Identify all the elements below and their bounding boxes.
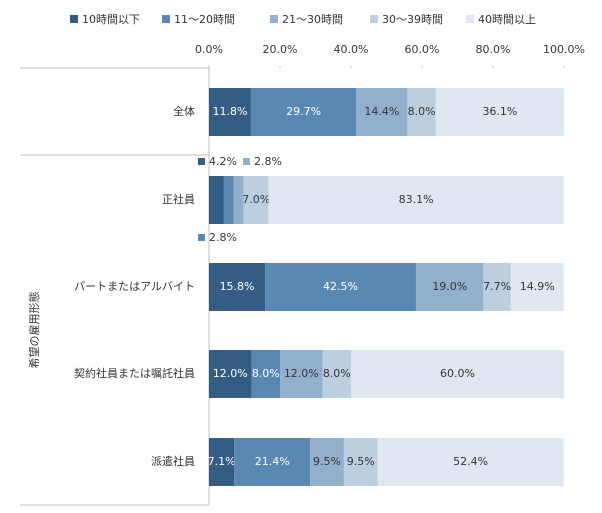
bar-segment xyxy=(250,88,357,136)
legend-marker xyxy=(162,15,170,23)
bar-segment xyxy=(377,438,564,486)
bar-segment xyxy=(243,176,269,224)
value-label: 29.7% xyxy=(286,105,321,118)
value-label: 8.0% xyxy=(323,367,351,380)
category-label: パートまたはアルバイト xyxy=(74,280,195,293)
legend-label: 11～20時間 xyxy=(174,13,235,26)
label-marker xyxy=(198,158,205,165)
bar-segment xyxy=(343,438,378,486)
value-label: 2.8% xyxy=(254,155,282,168)
value-label: 7.7% xyxy=(483,280,511,293)
value-label: 2.8% xyxy=(209,231,237,244)
category-label: 派遣社員 xyxy=(151,454,195,468)
bar-segment xyxy=(356,88,408,136)
bar-segment xyxy=(209,176,224,224)
bar-segment xyxy=(209,438,235,486)
value-label: 7.0% xyxy=(242,193,270,206)
bar-segment xyxy=(415,263,484,311)
bar-segment xyxy=(322,350,351,398)
value-label: 8.0% xyxy=(252,367,280,380)
bar-segment xyxy=(233,176,244,224)
legend-marker xyxy=(370,15,378,23)
bar-segment xyxy=(265,263,416,311)
value-label: 36.1% xyxy=(482,105,517,118)
bar-segment xyxy=(407,88,436,136)
x-tick-label: 40.0% xyxy=(334,43,369,56)
legend-label: 30～39時間 xyxy=(382,13,443,26)
bar-segment xyxy=(510,263,564,311)
x-tick-label: 0.0% xyxy=(195,43,223,56)
value-label: 12.0% xyxy=(213,367,248,380)
bar-segment xyxy=(351,350,564,398)
label-marker xyxy=(198,234,205,241)
value-label: 8.0% xyxy=(408,105,436,118)
x-tick-label: 100.0% xyxy=(543,43,585,56)
category-label: 全体 xyxy=(173,104,195,118)
x-tick-label: 80.0% xyxy=(476,43,511,56)
bar-segment xyxy=(310,438,344,486)
value-label: 14.4% xyxy=(364,105,399,118)
axis-title: 希望の雇用形態 xyxy=(27,292,41,369)
legend-label: 10時間以下 xyxy=(82,13,140,26)
bar-segment xyxy=(234,438,311,486)
legend-marker xyxy=(466,15,474,23)
bar-segment xyxy=(483,263,511,311)
x-tick-label: 60.0% xyxy=(405,43,440,56)
value-label: 60.0% xyxy=(440,367,475,380)
legend-marker xyxy=(70,15,78,23)
value-label: 15.8% xyxy=(220,280,255,293)
label-marker xyxy=(243,158,250,165)
category-label: 契約社員または嘱託社員 xyxy=(74,366,195,380)
bar-segment xyxy=(435,88,564,136)
value-label: 21.4% xyxy=(255,455,290,468)
bar-segment xyxy=(251,350,280,398)
legend-marker xyxy=(270,15,278,23)
bar-segment xyxy=(268,176,564,224)
bar-segment xyxy=(209,350,252,398)
value-label: 11.8% xyxy=(212,105,247,118)
value-label: 7.1% xyxy=(208,455,236,468)
value-label: 12.0% xyxy=(284,367,319,380)
value-label: 19.0% xyxy=(432,280,467,293)
legend-label: 21～30時間 xyxy=(282,13,343,26)
value-label: 52.4% xyxy=(453,455,488,468)
value-label: 4.2% xyxy=(209,155,237,168)
bar-segment xyxy=(280,350,323,398)
value-label: 83.1% xyxy=(399,193,434,206)
value-label: 42.5% xyxy=(323,280,358,293)
bar-segment xyxy=(209,88,251,136)
category-label: 正社員 xyxy=(162,192,195,206)
x-tick-label: 20.0% xyxy=(263,43,298,56)
value-label: 14.9% xyxy=(520,280,555,293)
value-label: 9.5% xyxy=(313,455,341,468)
value-label: 9.5% xyxy=(347,455,375,468)
bar-segment xyxy=(223,176,234,224)
bar-segment xyxy=(209,263,266,311)
legend-label: 40時間以上 xyxy=(478,13,536,26)
